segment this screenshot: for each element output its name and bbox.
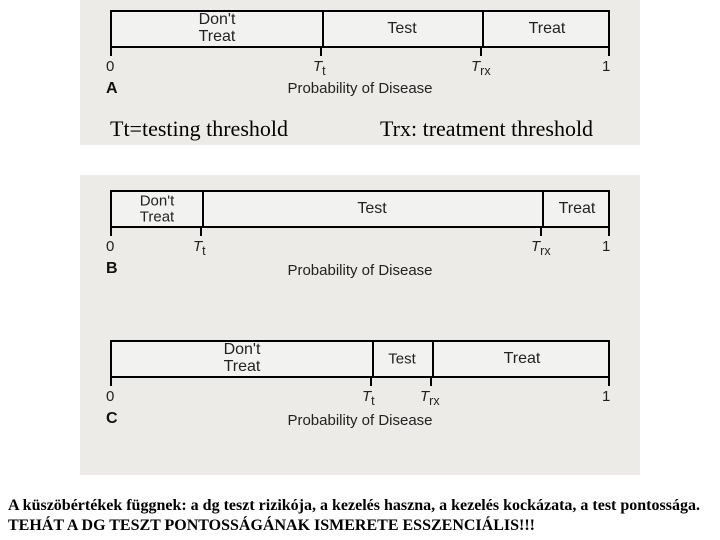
panel-a-tick-trx [480, 48, 482, 56]
tt-T-b: T [193, 238, 202, 255]
panel-b-test: Test [332, 200, 412, 218]
tt-sub: t [322, 64, 325, 78]
panel-a-dont-treat: Don't Treat [177, 12, 257, 46]
tt-T-c: T [362, 388, 371, 405]
panel-b-tt-symbol: Tt [193, 238, 206, 258]
panel-a-bar: Don't Treat Test Treat [110, 10, 610, 48]
trx-sub-b: rx [540, 244, 550, 258]
panel-b-bar: Don't Treat Test Treat [110, 190, 610, 228]
definition-trx: Trx: treatment threshold [380, 116, 593, 142]
trx-T-b: T [531, 238, 540, 255]
definition-tt: Tt=testing threshold [110, 116, 288, 142]
panel-a-one: 1 [602, 58, 610, 75]
trx-T: T [471, 58, 480, 75]
panel-c-tick-tt [370, 378, 372, 386]
treat-label-sub: Treat [199, 28, 236, 45]
panel-a-trx-symbol: Trx [471, 58, 491, 78]
panel-a-tick-tt [320, 48, 322, 56]
panel-b-tick-tt [200, 228, 202, 236]
dont-label-c: Don't [224, 341, 261, 358]
panel-c-dont-treat: Don't Treat [202, 342, 282, 376]
tt-sub-c: t [371, 394, 374, 408]
panel-a-tt-divider [322, 11, 324, 47]
panel-a-letter: A [106, 80, 118, 98]
panel-c-tt-symbol: Tt [362, 388, 375, 408]
panel-b-one: 1 [602, 238, 610, 255]
panel-a-trx-divider [482, 11, 484, 47]
panel-c-treat: Treat [482, 350, 562, 368]
panel-c-tick-0 [110, 378, 112, 386]
panel-a-tt-symbol: Tt [313, 58, 326, 78]
panel-b-trx-symbol: Trx [531, 238, 551, 258]
panel-b-treat: Treat [537, 200, 617, 218]
panel-b-tick-0 [110, 228, 112, 236]
panel-b-letter: B [106, 260, 118, 278]
tt-sub-b: t [202, 244, 205, 258]
panel-b-tt-divider [202, 191, 204, 227]
panel-c-prob: Probability of Disease [260, 412, 460, 429]
treat-label-sub-b: Treat [140, 208, 174, 225]
panel-c-zero: 0 [106, 388, 114, 405]
panel-a-zero: 0 [106, 58, 114, 75]
panel-b-prob: Probability of Disease [260, 262, 460, 279]
panel-b-dont-treat: Don't Treat [117, 193, 197, 225]
dont-label-b: Don't [140, 192, 175, 209]
trx-sub: rx [480, 64, 490, 78]
panel-b-tick-trx [540, 228, 542, 236]
panel-c-trx-symbol: Trx [420, 388, 440, 408]
panel-c-test: Test [362, 351, 442, 368]
panel-b-zero: 0 [106, 238, 114, 255]
tt-T: T [313, 58, 322, 75]
panel-c-bar: Don't Treat Test Treat [110, 340, 610, 378]
panel-a-tick-0 [110, 48, 112, 56]
panel-c-tick-trx [430, 378, 432, 386]
diagram-area: Don't Treat Test Treat 0 Tt Trx 1 A Prob… [80, 0, 640, 490]
panel-c-tick-1 [608, 378, 610, 386]
panel-c-one: 1 [602, 388, 610, 405]
footer-text: A küszöbértékek függnek: a dg teszt rizi… [8, 496, 712, 536]
trx-T-c: T [420, 388, 429, 405]
trx-sub-c: rx [429, 394, 439, 408]
panel-a-tick-1 [608, 48, 610, 56]
panel-a-treat: Treat [507, 20, 587, 38]
panel-a-prob: Probability of Disease [260, 80, 460, 97]
panel-c-letter: C [106, 410, 118, 428]
panel-b-tick-1 [608, 228, 610, 236]
dont-label: Don't [199, 11, 236, 28]
treat-label-sub-c: Treat [224, 358, 261, 375]
panel-a-test: Test [362, 20, 442, 38]
